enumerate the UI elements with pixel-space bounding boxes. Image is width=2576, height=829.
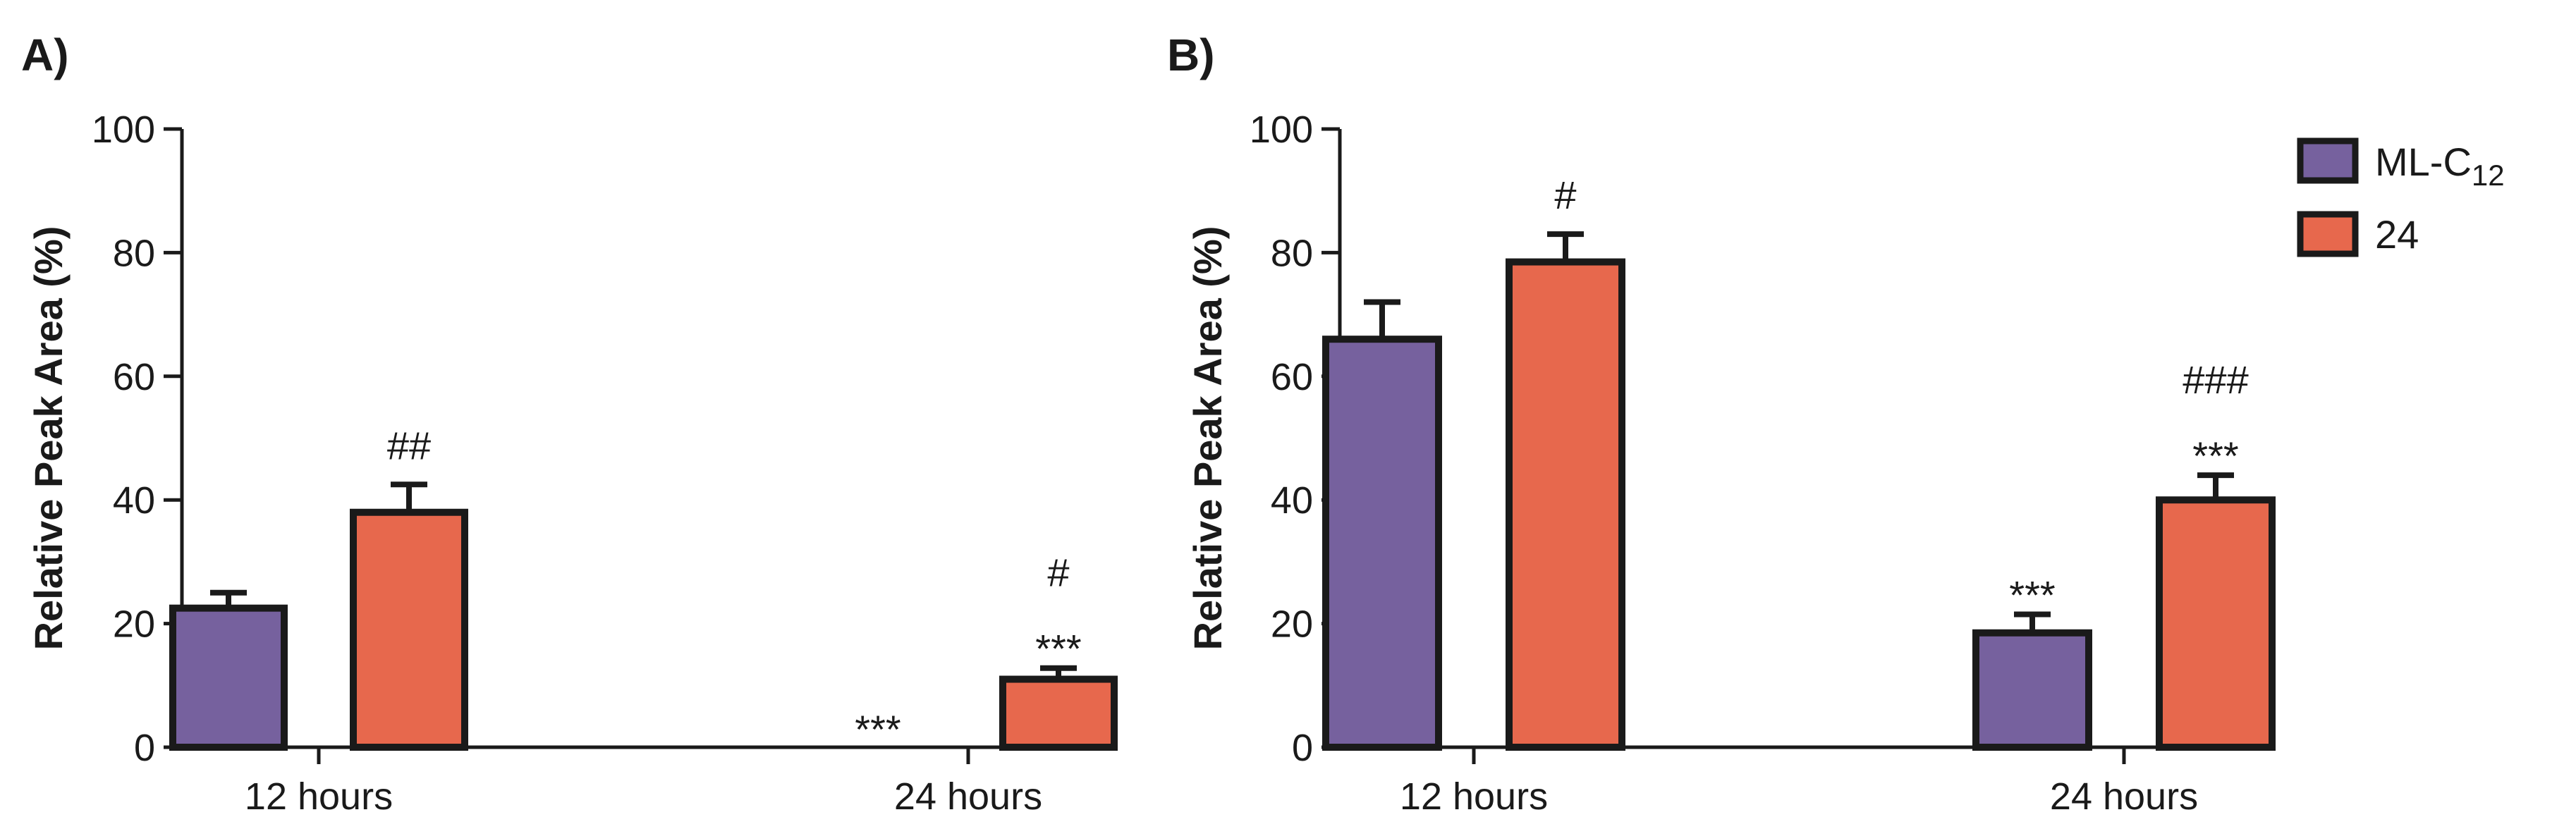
significance-hash: # (1047, 551, 1069, 595)
y-tick-label: 60 (113, 356, 155, 398)
y-tick-label: 80 (113, 232, 155, 274)
y-axis-title: Relative Peak Area (%) (1185, 226, 1230, 651)
significance-stars: *** (855, 707, 901, 751)
y-tick-label: 80 (1271, 232, 1313, 274)
bar-ml-c12 (169, 604, 288, 751)
y-tick-label: 0 (1292, 727, 1313, 769)
bar-24 (2156, 496, 2276, 751)
legend-label-24: 24 (2375, 212, 2419, 257)
legend-swatch-ml-c12 (2297, 137, 2359, 184)
y-tick-label: 40 (1271, 479, 1313, 522)
bar-24 (999, 675, 1118, 751)
y-tick-label: 60 (1271, 356, 1313, 398)
significance-stars: *** (2009, 572, 2055, 617)
y-tick-label: 100 (1250, 109, 1313, 151)
significance-hash: ### (2183, 357, 2248, 402)
y-tick-label: 20 (113, 603, 155, 646)
x-tick-label: 24 hours (2050, 775, 2198, 818)
legend-item-ml-c12: ML-C12 (2297, 137, 2505, 192)
x-tick-label: 12 hours (1400, 775, 1548, 818)
significance-stars: *** (1035, 627, 1081, 671)
y-tick-label: 0 (134, 727, 155, 769)
legend-item-24: 24 (2297, 211, 2419, 257)
bar-24 (1506, 258, 1625, 751)
x-tick-label: 24 hours (894, 775, 1042, 818)
y-axis-title: Relative Peak Area (%) (26, 226, 71, 651)
bar-24 (350, 508, 468, 751)
legend-swatch-24 (2297, 211, 2359, 257)
y-tick-label: 40 (113, 479, 155, 522)
panel-label: B) (1167, 30, 1215, 80)
y-tick-label: 20 (1271, 603, 1313, 646)
y-tick-label: 100 (92, 109, 155, 151)
panel-a: A) Relative Peak Area (%) 0 20 40 60 80 100 12 h… (21, 30, 1118, 818)
bar-ml-c12 (1322, 336, 1442, 751)
x-tick-label: 12 hours (245, 775, 393, 818)
significance-hash: # (1554, 173, 1576, 217)
panel-label: A) (21, 30, 69, 80)
panel-b: B) Relative Peak Area (%) 0 20 40 60 80 100 12 h… (1167, 30, 2276, 818)
legend-label-ml-c12: ML-C12 (2375, 140, 2505, 192)
significance-stars: *** (2192, 434, 2238, 478)
bar-ml-c12 (1972, 629, 2092, 751)
legend: ML-C12 24 (2297, 137, 2505, 257)
significance-hash: ## (387, 423, 431, 467)
